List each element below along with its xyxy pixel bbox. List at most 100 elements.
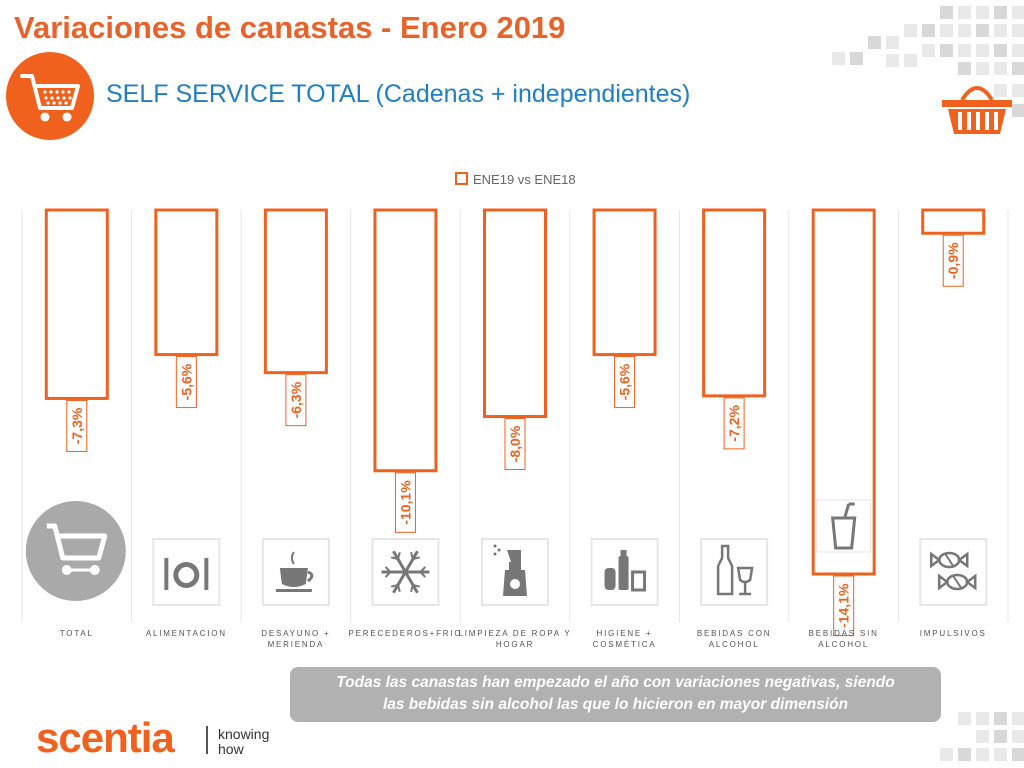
category-label: IMPULSIVOS <box>920 629 987 638</box>
category-label: BEBIDAS CON <box>697 629 771 638</box>
chart-legend: ENE19 vs ENE18 <box>455 172 576 187</box>
bar <box>483 208 547 419</box>
deco-square <box>1012 62 1024 75</box>
logo-tagline: knowing how <box>218 727 269 757</box>
snowflake-icon <box>371 538 440 606</box>
deco-square <box>1012 104 1024 117</box>
candy-icon <box>919 538 988 606</box>
deco-square <box>886 36 899 49</box>
bar <box>921 208 986 235</box>
svg-text:-7,2%: -7,2% <box>726 405 742 442</box>
spray-bottle-icon <box>481 538 549 606</box>
category-label: HIGIENE + <box>597 629 653 638</box>
deco-square <box>868 36 881 49</box>
svg-text:-6,3%: -6,3% <box>288 381 304 418</box>
category-label: ALCOHOL <box>709 640 760 649</box>
legend-swatch <box>455 172 468 185</box>
footnote-line-2: las bebidas sin alcohol las que lo hicie… <box>382 696 849 713</box>
deco-square <box>958 44 971 57</box>
deco-square <box>958 62 971 75</box>
deco-square <box>832 52 845 65</box>
category-label: ALIMENTACION <box>146 629 227 638</box>
tagline-line-2: how <box>218 741 244 757</box>
footnote-line-1: Todas las canastas han empezado el año c… <box>336 674 895 691</box>
bar-chart: -7,3% TOTAL -5,6% ALIMENTACION -6,3% DESAYUNO… <box>21 208 1009 649</box>
deco-square <box>904 24 917 37</box>
deco-square <box>922 44 935 57</box>
deco-square <box>1012 6 1024 19</box>
category-label: COSMÉTICA <box>593 640 657 649</box>
deco-square <box>994 730 1007 743</box>
wine-bottle-icon <box>700 538 769 606</box>
category-label: LIMPIEZA DE ROPA Y <box>458 629 571 638</box>
bar <box>154 208 219 357</box>
deco-square <box>958 712 971 725</box>
deco-square <box>976 24 989 37</box>
bar <box>44 208 109 400</box>
basket-icon <box>942 86 1012 134</box>
deco-square <box>976 44 989 57</box>
deco-square <box>904 54 917 67</box>
deco-square <box>958 24 971 37</box>
deco-square <box>886 54 899 67</box>
bar <box>263 208 328 375</box>
page-title: Variaciones de canastas - Enero 2019 <box>14 10 566 45</box>
category-label: ALCOHOL <box>818 640 869 649</box>
deco-square <box>976 748 989 761</box>
deco-square <box>994 24 1007 37</box>
data-label: -6,3% <box>285 374 307 427</box>
svg-text:-0,9%: -0,9% <box>945 242 961 279</box>
shopping-cart-icon <box>25 501 126 601</box>
category-label: PERECEDEROS+FRIO <box>348 629 462 638</box>
deco-square <box>976 712 989 725</box>
soda-cup-icon <box>816 499 872 553</box>
shopping-cart-icon <box>6 52 94 140</box>
deco-square <box>1012 730 1024 743</box>
category-label: TOTAL <box>60 629 94 638</box>
deco-square <box>994 62 1007 75</box>
data-label: -7,2% <box>723 397 745 450</box>
bar <box>811 208 876 576</box>
toiletries-icon <box>590 538 659 606</box>
svg-text:-14,1%: -14,1% <box>836 583 852 628</box>
data-label: -5,6% <box>614 356 636 409</box>
coffee-cup-icon <box>261 538 330 606</box>
deco-square <box>922 24 935 37</box>
data-label: -10,1% <box>394 472 416 533</box>
deco-square <box>994 84 1007 97</box>
category-label: BEBIDAS SIN <box>809 629 879 638</box>
logo-divider <box>206 726 208 754</box>
category-label: HOGAR <box>496 640 534 649</box>
data-label: -14,1% <box>833 575 855 637</box>
svg-text:-7,3%: -7,3% <box>69 407 85 444</box>
deco-square <box>976 6 989 19</box>
deco-square <box>1012 24 1024 37</box>
svg-text:-8,0%: -8,0% <box>507 425 523 462</box>
bar <box>373 208 438 473</box>
deco-square <box>1012 44 1024 57</box>
category-label: MERIENDA <box>268 640 325 649</box>
data-label: -5,6% <box>175 356 197 409</box>
bar <box>592 208 657 357</box>
deco-square <box>958 748 971 761</box>
data-label: -8,0% <box>504 418 526 471</box>
deco-square <box>940 24 953 37</box>
plate-cutlery-icon <box>152 538 221 606</box>
deco-square <box>994 748 1007 761</box>
svg-text:-5,6%: -5,6% <box>178 363 194 400</box>
deco-square <box>850 52 863 65</box>
deco-square <box>1012 84 1024 97</box>
bar <box>702 208 767 398</box>
data-label: -7,3% <box>66 399 88 452</box>
deco-square <box>994 6 1007 19</box>
deco-square <box>994 712 1007 725</box>
svg-text:-5,6%: -5,6% <box>617 363 633 400</box>
deco-square <box>1012 748 1024 761</box>
deco-square <box>976 730 989 743</box>
deco-square <box>976 62 989 75</box>
svg-text:-10,1%: -10,1% <box>397 480 413 525</box>
category-label: DESAYUNO + <box>261 629 330 638</box>
deco-square <box>994 44 1007 57</box>
page-subtitle: SELF SERVICE TOTAL (Cadenas + independie… <box>106 80 691 108</box>
